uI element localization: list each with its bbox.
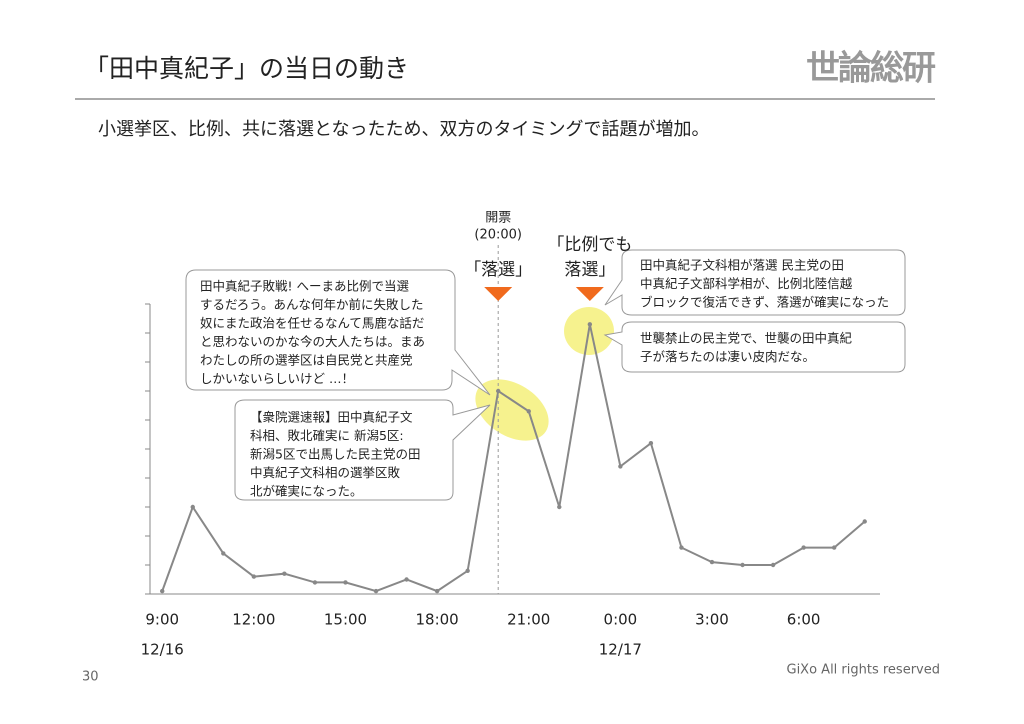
point [709, 559, 715, 565]
point [801, 545, 806, 550]
subtitle: 小選挙区、比例、共に落選となったため、双方のタイミングで話題が増加。 [98, 119, 709, 140]
point [404, 577, 409, 582]
callout-text: 【衆院選速報】田中真紀子文 [250, 410, 413, 425]
x-tick-label: 9:00 [145, 611, 179, 629]
callout-box [234, 399, 491, 501]
slide-title: 「田中真紀子」の当日の動き [84, 54, 409, 83]
x-tick-label: 6:00 [787, 611, 821, 629]
date-label: 12/16 [141, 641, 184, 659]
logo: 世論総研 [806, 49, 936, 89]
callout-box [603, 321, 906, 373]
callout-text: 田中真紀子敗戦! へーまあ比例で当選 [200, 279, 409, 294]
marker-label: 「落選」 [464, 260, 532, 280]
point [190, 504, 195, 510]
point [587, 322, 593, 327]
point [831, 545, 837, 550]
x-tick-label: 15:00 [324, 611, 367, 629]
point [862, 519, 867, 524]
event-label: (20:00) [474, 228, 522, 243]
callout-text: ブロックで復活できず、落選が確実になった [640, 295, 889, 310]
callout-box [604, 249, 906, 316]
callout-text: 奴にまた政治を任せるなんて馬鹿な話だ [200, 316, 424, 331]
event-label: 開票 [485, 211, 511, 226]
point [770, 562, 776, 568]
callout-text: 中真紀子文部科学相が、比例北陸信越 [640, 276, 853, 291]
marker-triangle [575, 287, 604, 301]
callout-text: 新潟5区で出馬した民主党の田 [250, 447, 420, 462]
callout-text: 世襲禁止の民主党で、世襲の田中真紀 [640, 331, 852, 346]
callout-text: わたしの所の選挙区は自民党と共産党 [200, 353, 413, 368]
marker-triangle [484, 287, 513, 301]
page-number: 30 [82, 670, 99, 685]
point [557, 504, 562, 510]
callout-box [185, 269, 491, 396]
point [648, 441, 654, 446]
point [312, 580, 318, 585]
highlight [475, 379, 549, 441]
marker-label: 「比例でも [547, 235, 632, 255]
point [679, 545, 684, 550]
point [343, 580, 348, 585]
callout-text: 北が確実になった。 [250, 484, 363, 499]
series-line [161, 324, 866, 593]
callout-text: 子が落ちたのは凄い皮肉だな。 [640, 349, 815, 364]
x-tick-label: 3:00 [695, 611, 729, 629]
point [221, 551, 226, 556]
copyright: GiXo All rights reserved [787, 663, 941, 678]
point [496, 388, 501, 394]
point [373, 588, 379, 594]
point [740, 562, 745, 568]
point [282, 571, 287, 576]
date-label: 12/17 [599, 641, 642, 659]
point [160, 588, 165, 594]
x-tick-label: 12:00 [232, 611, 275, 629]
x-tick-label: 0:00 [604, 611, 638, 629]
x-tick-label: 21:00 [507, 611, 550, 629]
point [434, 588, 440, 594]
callout-text: 科相、敗北確実に 新潟5区: [250, 428, 404, 443]
point [526, 409, 531, 414]
point [465, 568, 470, 573]
callout-text: 中真紀子文科相の選挙区敗 [250, 465, 401, 480]
callout-text: するだろう。あんな何年か前に失敗した [200, 297, 424, 312]
callout-text: 田中真紀子文科相が落選 民主党の田 [640, 258, 844, 273]
point [618, 464, 623, 469]
x-tick-label: 18:00 [415, 611, 458, 629]
point [251, 574, 257, 579]
callout-text: しかいないらしいけど …！ [200, 371, 354, 386]
marker-label: 落選」 [564, 260, 615, 280]
callout-text: と思わないのかな今の大人たちは。まあ [200, 334, 425, 349]
callouts: 田中真紀子敗戦! へーまあ比例で当選するだろう。あんな何年か前に失敗した奴にまた… [185, 249, 906, 501]
